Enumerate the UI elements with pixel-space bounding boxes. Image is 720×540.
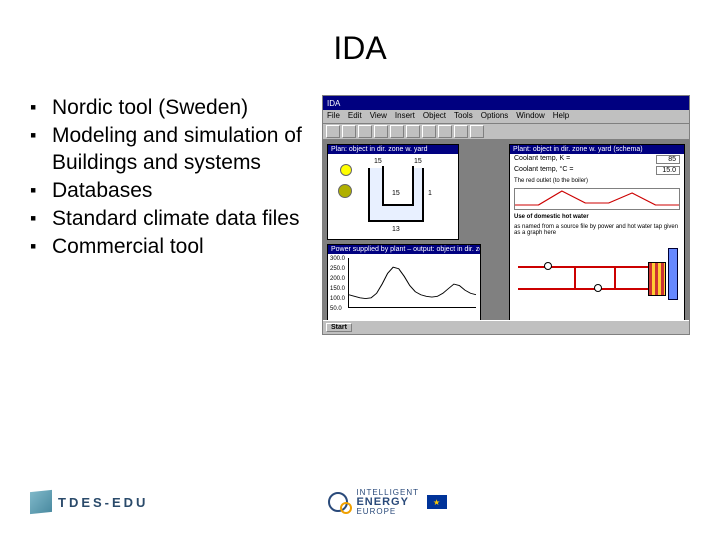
thermostat-icon [338, 184, 352, 198]
app-title: IDA [327, 99, 340, 108]
eu-flag-icon: ★ [427, 495, 447, 509]
app-toolbar [323, 124, 689, 140]
pipe [574, 266, 576, 288]
toolbar-button[interactable] [374, 125, 388, 138]
field-value[interactable]: 85 [656, 155, 680, 164]
menu-item[interactable]: View [370, 111, 387, 122]
toolbar-button[interactable] [422, 125, 436, 138]
toolbar-button[interactable] [358, 125, 372, 138]
toolbar-button[interactable] [326, 125, 340, 138]
toolbar-button[interactable] [438, 125, 452, 138]
slide-title: IDA [30, 30, 690, 67]
bullet-item: Modeling and simulation of Buildings and… [30, 123, 310, 176]
pipe [614, 266, 616, 288]
valve-icon [544, 262, 552, 270]
panel-title: Plan: object in dir. zone w. yard [328, 145, 458, 154]
line-chart [349, 258, 476, 307]
y-tick: 300.0 [330, 256, 345, 262]
dimension-label: 15 [414, 158, 422, 165]
y-tick: 250.0 [330, 266, 345, 272]
app-titlebar: IDA [323, 96, 689, 110]
field-label: Coolant temp, K = [514, 155, 570, 164]
plant-schematic [514, 240, 680, 318]
menu-item[interactable]: Help [553, 111, 569, 122]
menu-item[interactable]: Window [516, 111, 544, 122]
menu-item[interactable]: Insert [395, 111, 415, 122]
tank-icon [668, 248, 678, 300]
panel-title: Power supplied by plant – output: object… [328, 245, 480, 254]
bullet-list: Nordic tool (Sweden) Modeling and simula… [30, 95, 310, 335]
field-label: Coolant temp, °C = [514, 166, 573, 175]
intelligent-energy-logo: INTELLIGENT ENERGY EUROPE ★ [328, 489, 447, 516]
menu-item[interactable]: Object [423, 111, 446, 122]
y-tick: 100.0 [330, 296, 345, 302]
tdes-edu-logo: TDES-EDU [30, 491, 148, 513]
bullet-item: Standard climate data files [30, 206, 310, 232]
app-screenshot: IDA File Edit View Insert Object Tools O… [322, 95, 690, 335]
cube-icon [30, 490, 52, 514]
bullet-item: Nordic tool (Sweden) [30, 95, 310, 121]
schematic-panel: Plant: object in dir. zone w. yard (sche… [509, 144, 685, 324]
dimension-label: 13 [392, 226, 400, 233]
menu-item[interactable]: File [327, 111, 340, 122]
toolbar-button[interactable] [470, 125, 484, 138]
toolbar-button[interactable] [342, 125, 356, 138]
bullet-item: Databases [30, 178, 310, 204]
bullet-item: Commercial tool [30, 234, 310, 260]
info-note-body: as named from a source file by power and… [510, 222, 684, 238]
y-tick: 200.0 [330, 276, 345, 282]
toolbar-button[interactable] [454, 125, 468, 138]
valve-icon [594, 284, 602, 292]
footer-logos: TDES-EDU INTELLIGENT ENERGY EUROPE ★ [30, 482, 690, 522]
y-tick: 50.0 [330, 306, 342, 312]
pipe [518, 288, 648, 290]
logo-sub: EUROPE [356, 508, 419, 516]
dimension-label: 15 [374, 158, 382, 165]
app-workspace: Plan: object in dir. zone w. yard 15 15 … [323, 140, 689, 320]
app-taskbar: Start [323, 320, 689, 334]
start-button[interactable]: Start [326, 323, 352, 332]
menu-item[interactable]: Edit [348, 111, 362, 122]
toolbar-button[interactable] [406, 125, 420, 138]
pipe [518, 266, 648, 268]
menu-item[interactable]: Tools [454, 111, 473, 122]
boiler-icon [648, 262, 666, 296]
toolbar-button[interactable] [390, 125, 404, 138]
floorplan-panel: Plan: object in dir. zone w. yard 15 15 … [327, 144, 459, 240]
app-menubar: File Edit View Insert Object Tools Optio… [323, 110, 689, 124]
sun-icon [340, 164, 352, 176]
panel-title: Plant: object in dir. zone w. yard (sche… [510, 145, 684, 154]
rings-icon [328, 492, 348, 512]
field-value[interactable]: 15.0 [656, 166, 680, 175]
menu-item[interactable]: Options [481, 111, 509, 122]
info-note: The red outlet (to the boiler) [510, 176, 684, 186]
y-tick: 150.0 [330, 286, 345, 292]
dimension-label: 1 [428, 190, 432, 197]
dimension-label: 15 [392, 190, 400, 197]
info-note-title: Use of domestic hot water [510, 212, 684, 222]
power-chart-panel: Power supplied by plant – output: object… [327, 244, 481, 324]
mini-chart [514, 188, 680, 210]
chart-area [348, 258, 476, 308]
logo-line2: ENERGY [356, 497, 419, 508]
logo-text: TDES-EDU [58, 495, 148, 510]
